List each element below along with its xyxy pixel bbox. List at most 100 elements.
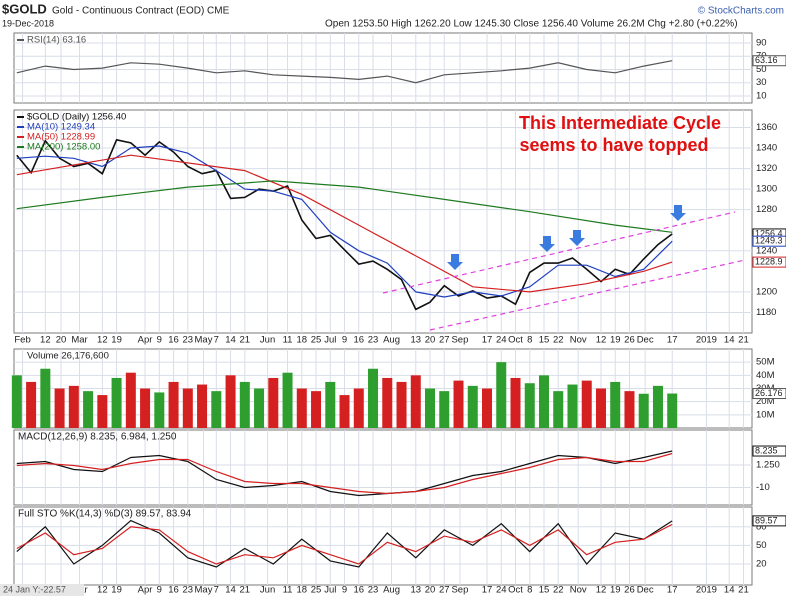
last-value-label: 1256.4	[755, 228, 783, 238]
volume-bar	[553, 391, 564, 428]
x-tick-label: 11	[283, 335, 293, 346]
x-tick-label: Nov	[570, 585, 587, 596]
legend-label: MA(50) 1228.99	[27, 132, 95, 143]
x-tick-label: 2019	[696, 585, 717, 596]
series-line	[16, 138, 673, 311]
volume-bar	[125, 372, 136, 428]
x-tick-label: Feb	[14, 335, 30, 346]
volume-bar	[396, 381, 407, 428]
last-value-label: 89.57	[755, 515, 778, 525]
x-tick-label: 14	[225, 585, 236, 596]
y-tick-label: 20	[756, 558, 767, 569]
panel-title: MACD(12,26,9) 8.235, 6.984, 1.250	[18, 432, 177, 443]
y-tick-label: 50M	[756, 357, 775, 368]
x-tick-label: 17	[482, 335, 493, 346]
x-tick-label: 21	[240, 585, 251, 596]
last-value-box	[752, 235, 786, 247]
x-tick-label: 16	[168, 335, 179, 346]
volume-bar	[54, 388, 65, 428]
x-tick-label: 16	[353, 585, 364, 596]
symbol: $GOLD	[2, 1, 47, 16]
x-tick-label: 13	[410, 585, 421, 596]
y-tick-label: 30	[756, 77, 767, 88]
y-tick-label: 1300	[756, 184, 777, 195]
x-tick-label: 7	[214, 335, 219, 346]
legend-label: RSI(14) 63.16	[27, 35, 86, 46]
x-tick-label: 11	[283, 585, 293, 596]
volume-bar	[524, 383, 535, 428]
volume-bar	[296, 388, 307, 428]
volume-bar	[425, 388, 436, 428]
x-tick-label: Apr	[138, 335, 153, 346]
x-tick-label: 14	[724, 585, 735, 596]
arrow	[539, 236, 555, 252]
y-tick-label: 1360	[756, 122, 777, 133]
volume-bar	[140, 388, 151, 428]
y-tick-label: -10	[756, 482, 770, 493]
y-tick-label: 1320	[756, 163, 777, 174]
last-value-box	[752, 515, 786, 527]
volume-bar	[40, 368, 51, 428]
y-tick-label: 10M	[756, 409, 775, 420]
x-tick-label: 21	[738, 585, 749, 596]
quote: Open 1253.50 High 1262.20 Low 1245.30 Cl…	[325, 19, 738, 30]
volume-bar	[368, 368, 379, 428]
series-line	[16, 154, 673, 293]
volume-bar	[282, 372, 293, 428]
x-tick-label: 8	[527, 335, 532, 346]
x-tick-label: 23	[183, 335, 194, 346]
last-value-label: 1249.3	[755, 236, 783, 246]
x-tick-label: 9	[157, 585, 162, 596]
series-line	[16, 519, 673, 568]
x-tick-label: 9	[157, 335, 162, 346]
volume-bar	[83, 391, 94, 428]
x-tick-label: 21	[240, 335, 251, 346]
volume-bar	[225, 375, 236, 428]
x-tick-label: Apr	[138, 585, 153, 596]
volume-bar	[467, 385, 478, 428]
x-tick-label: 9	[342, 335, 347, 346]
volume-bar	[111, 377, 122, 428]
volume-bar	[581, 380, 592, 428]
last-value-box	[752, 256, 786, 268]
x-tick-label: Dec	[637, 335, 654, 346]
x-tick-label: Jul	[324, 585, 336, 596]
x-tick-label: 23	[368, 335, 379, 346]
x-tick-label: 17	[667, 335, 678, 346]
volume-bar	[154, 392, 165, 428]
x-tick-label: Oct	[508, 335, 523, 346]
x-tick-label: 19	[610, 585, 621, 596]
volume-bar	[496, 362, 507, 428]
x-tick-label: 22	[553, 335, 564, 346]
arrows	[447, 205, 686, 270]
x-tick-label: 22	[553, 585, 564, 596]
last-value-label: 63.16	[755, 55, 778, 65]
volume-bar	[239, 381, 250, 428]
volume-bar	[595, 388, 606, 428]
x-tick-label: 17	[667, 585, 678, 596]
x-tick-label: 14	[225, 335, 236, 346]
channel	[382, 211, 746, 331]
x-tick-label: 16	[353, 335, 364, 346]
channel-upper	[382, 211, 736, 294]
instrument: Gold - Continuous Contract (EOD) CME	[52, 6, 230, 17]
last-value-label: 8.235	[755, 445, 778, 455]
series-line	[16, 450, 673, 497]
x-tick-label: 24	[496, 585, 507, 596]
panel-title: Full STO %K(14,3) %D(3) 89.57, 83.94	[18, 509, 192, 520]
volume-bar	[68, 385, 79, 428]
x-tick-label: Sep	[451, 585, 468, 596]
x-tick-label: Aug	[383, 335, 400, 346]
arrow	[569, 230, 585, 246]
x-tick-label: Jun	[260, 335, 275, 346]
y-tick-label: 1180	[756, 307, 776, 318]
x-tick-label: Sep	[451, 335, 468, 346]
x-tick-label: 20	[425, 335, 436, 346]
annotation: seems to have topped	[519, 135, 708, 155]
x-tick-label: 12	[596, 335, 607, 346]
volume-bar	[667, 393, 678, 428]
x-tick-label: 12	[97, 585, 108, 596]
arrow	[670, 205, 686, 221]
x-tick-label: 20	[56, 335, 67, 346]
x-tick-label: 12	[596, 585, 607, 596]
